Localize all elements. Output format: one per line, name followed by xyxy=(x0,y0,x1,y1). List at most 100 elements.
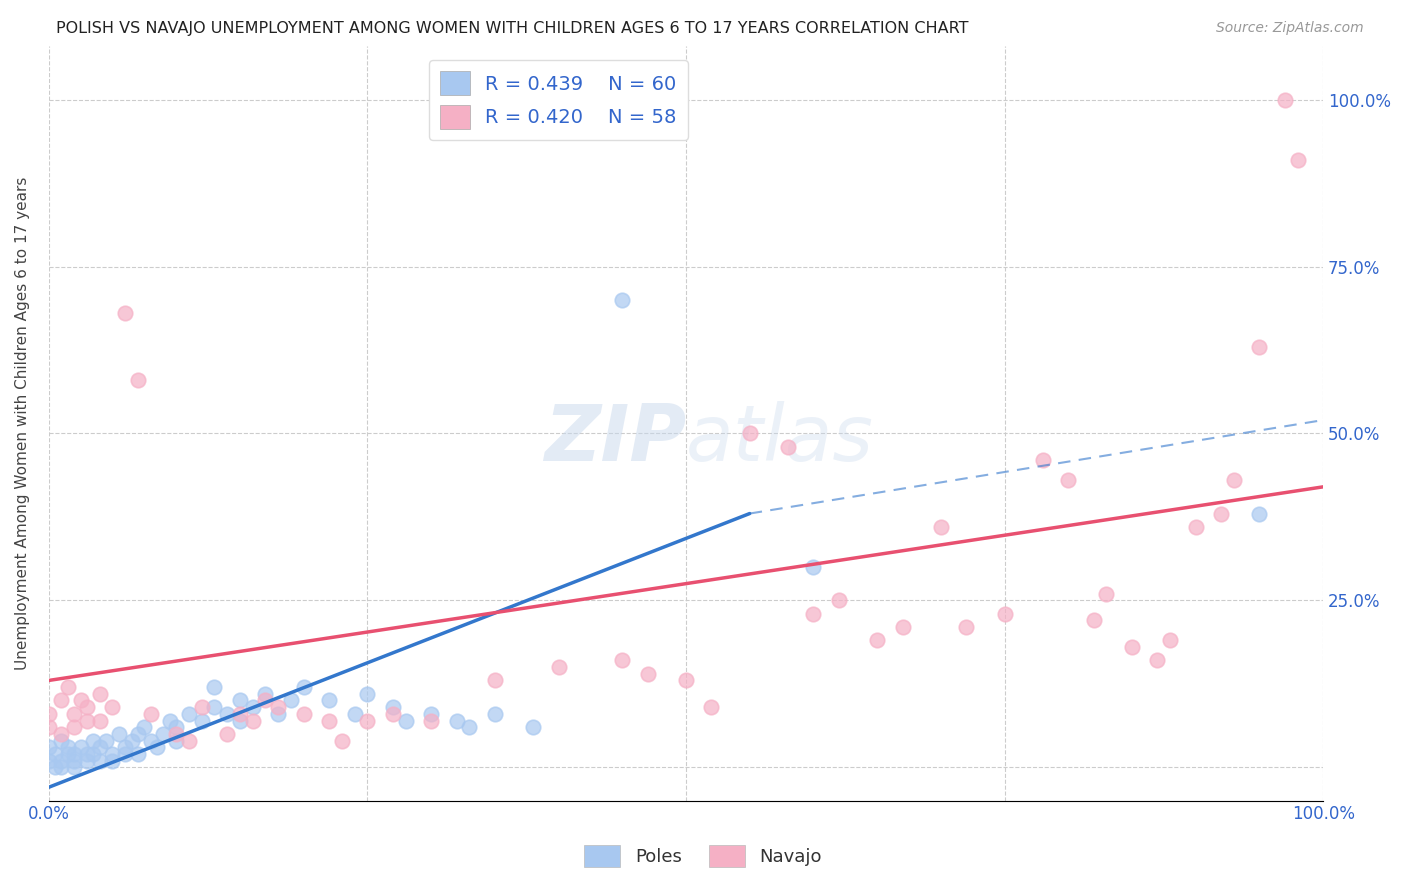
Point xyxy=(866,633,889,648)
Point xyxy=(89,687,111,701)
Point xyxy=(280,693,302,707)
Legend: R = 0.439    N = 60, R = 0.420    N = 58: R = 0.439 N = 60, R = 0.420 N = 58 xyxy=(429,60,688,140)
Point xyxy=(38,754,60,768)
Point xyxy=(89,740,111,755)
Point xyxy=(458,720,481,734)
Point xyxy=(330,733,353,747)
Point xyxy=(51,727,73,741)
Point xyxy=(612,653,634,667)
Point xyxy=(63,747,86,761)
Point xyxy=(101,700,124,714)
Point xyxy=(420,706,443,721)
Point xyxy=(114,740,136,755)
Point xyxy=(177,706,200,721)
Point xyxy=(1032,453,1054,467)
Point xyxy=(803,560,825,574)
Point xyxy=(1286,153,1309,167)
Point xyxy=(89,714,111,728)
Point xyxy=(94,733,117,747)
Point xyxy=(51,754,73,768)
Point xyxy=(114,306,136,320)
Point xyxy=(38,740,60,755)
Legend: Poles, Navajo: Poles, Navajo xyxy=(576,838,830,874)
Point xyxy=(217,727,239,741)
Point xyxy=(89,754,111,768)
Point xyxy=(121,733,143,747)
Point xyxy=(63,760,86,774)
Point xyxy=(217,706,239,721)
Point xyxy=(139,706,162,721)
Point xyxy=(1083,613,1105,627)
Point xyxy=(929,520,952,534)
Point xyxy=(1121,640,1143,654)
Point xyxy=(484,706,506,721)
Point xyxy=(1223,473,1246,487)
Point xyxy=(292,680,315,694)
Point xyxy=(1057,473,1080,487)
Point xyxy=(318,714,340,728)
Point xyxy=(356,714,378,728)
Point xyxy=(381,700,404,714)
Point xyxy=(675,673,697,688)
Point xyxy=(69,740,91,755)
Point xyxy=(38,720,60,734)
Point xyxy=(127,747,149,761)
Point xyxy=(381,706,404,721)
Point xyxy=(56,680,79,694)
Point xyxy=(700,700,723,714)
Point xyxy=(229,714,252,728)
Point xyxy=(229,706,252,721)
Point xyxy=(51,693,73,707)
Point xyxy=(56,740,79,755)
Point xyxy=(1211,507,1233,521)
Point xyxy=(1146,653,1168,667)
Point xyxy=(82,747,104,761)
Point xyxy=(394,714,416,728)
Point xyxy=(803,607,825,621)
Point xyxy=(108,727,131,741)
Point xyxy=(44,760,66,774)
Point xyxy=(891,620,914,634)
Point xyxy=(139,733,162,747)
Point xyxy=(51,760,73,774)
Point xyxy=(356,687,378,701)
Point xyxy=(343,706,366,721)
Point xyxy=(242,714,264,728)
Point xyxy=(318,693,340,707)
Point xyxy=(612,293,634,307)
Point xyxy=(63,754,86,768)
Point xyxy=(254,693,277,707)
Text: ZIP: ZIP xyxy=(544,401,686,476)
Point xyxy=(637,666,659,681)
Point xyxy=(1249,340,1271,354)
Point xyxy=(38,706,60,721)
Point xyxy=(177,733,200,747)
Y-axis label: Unemployment Among Women with Children Ages 6 to 17 years: Unemployment Among Women with Children A… xyxy=(15,177,30,670)
Point xyxy=(146,740,169,755)
Point xyxy=(63,706,86,721)
Point xyxy=(101,754,124,768)
Point xyxy=(165,727,187,741)
Point xyxy=(56,747,79,761)
Point xyxy=(127,373,149,387)
Point xyxy=(484,673,506,688)
Point xyxy=(1159,633,1181,648)
Point xyxy=(204,680,226,694)
Point xyxy=(547,660,569,674)
Point xyxy=(152,727,174,741)
Point xyxy=(165,733,187,747)
Point xyxy=(267,706,290,721)
Point xyxy=(76,700,98,714)
Text: atlas: atlas xyxy=(686,401,873,476)
Point xyxy=(63,720,86,734)
Text: POLISH VS NAVAJO UNEMPLOYMENT AMONG WOMEN WITH CHILDREN AGES 6 TO 17 YEARS CORRE: POLISH VS NAVAJO UNEMPLOYMENT AMONG WOME… xyxy=(56,21,969,36)
Point xyxy=(955,620,977,634)
Point xyxy=(738,426,761,441)
Point xyxy=(267,700,290,714)
Point xyxy=(1095,587,1118,601)
Point xyxy=(82,733,104,747)
Point xyxy=(993,607,1015,621)
Point xyxy=(165,720,187,734)
Point xyxy=(1249,507,1271,521)
Point xyxy=(204,700,226,714)
